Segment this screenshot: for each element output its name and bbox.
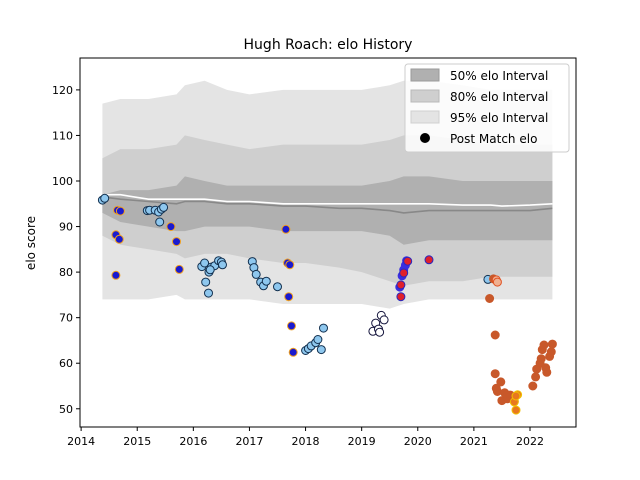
- y-tick-label: 110: [52, 129, 73, 142]
- match-point-series-1: [379, 315, 389, 325]
- match-point-series-5: [539, 340, 549, 350]
- match-point-series-5: [492, 387, 502, 396]
- y-tick-label: 50: [59, 403, 73, 416]
- match-point-series-4: [399, 268, 409, 278]
- x-tick-label: 2020: [404, 435, 432, 448]
- match-point-series-0: [251, 269, 261, 279]
- legend: 50% elo Interval 80% elo Interval 95% el…: [404, 63, 570, 153]
- match-point-series-0: [319, 323, 328, 333]
- legend-label-post-match: Post Match elo: [450, 132, 537, 146]
- match-point-series-5: [485, 294, 495, 303]
- y-tick-label: 90: [59, 221, 73, 234]
- match-point-series-7: [492, 277, 502, 287]
- match-point-series-2: [174, 264, 184, 274]
- match-point-series-1: [375, 327, 385, 337]
- axes: 2014 2015 2016 2017 2018 2019 2020 2021 2022 50 60…: [52, 84, 544, 448]
- match-point-series-5: [496, 377, 506, 387]
- match-point-series-5: [542, 367, 552, 377]
- match-point-series-0: [316, 345, 326, 355]
- match-point-series-4: [396, 292, 406, 302]
- match-point-series-6: [511, 391, 521, 401]
- match-point-series-0: [100, 193, 110, 203]
- match-point-series-0: [155, 217, 165, 227]
- match-point-series-2: [284, 292, 294, 302]
- match-point-series-2: [114, 234, 124, 244]
- legend-label-50: 50% elo Interval: [450, 69, 548, 83]
- match-point-series-0: [273, 282, 282, 292]
- match-point-series-2: [281, 224, 291, 234]
- x-tick-label: 2018: [292, 435, 320, 448]
- match-point-series-0: [218, 260, 227, 270]
- legend-box: [404, 63, 570, 153]
- chart-title: Hugh Roach: elo History: [244, 37, 413, 53]
- y-tick-label: 80: [59, 266, 73, 279]
- match-point-series-5: [546, 347, 556, 357]
- match-point-series-0: [159, 202, 169, 212]
- x-tick-label: 2014: [67, 435, 95, 448]
- match-point-series-0: [204, 288, 213, 298]
- x-tick-label: 2022: [516, 435, 544, 448]
- mean-elo-line: [102, 196, 553, 214]
- legend-label-95: 95% elo Interval: [450, 111, 548, 125]
- match-point-series-5: [547, 339, 557, 349]
- match-point-series-0: [261, 276, 271, 286]
- legend-label-80: 80% elo Interval: [450, 90, 548, 104]
- legend-swatch-95: [410, 110, 440, 124]
- plot-frame: [79, 57, 577, 428]
- legend-swatch-80: [410, 89, 440, 103]
- band-50: [102, 176, 553, 245]
- y-axis-label: elo score: [24, 216, 38, 270]
- match-point-series-0: [201, 277, 211, 287]
- y-tick-label: 60: [59, 357, 73, 370]
- legend-swatch-50: [410, 68, 440, 82]
- x-tick-label: 2019: [348, 435, 376, 448]
- match-point-series-2: [115, 206, 125, 216]
- legend-marker-post-match: [420, 133, 430, 143]
- y-tick-label: 70: [59, 312, 73, 325]
- median-elo-line: [102, 193, 553, 207]
- x-tick-label: 2015: [123, 435, 151, 448]
- x-tick-label: 2016: [179, 435, 207, 448]
- x-tick-label: 2017: [235, 435, 263, 448]
- y-tick-label: 120: [52, 84, 73, 97]
- x-tick-label: 2021: [460, 435, 488, 448]
- y-tick-label: 100: [52, 175, 73, 188]
- match-point-series-0: [205, 265, 215, 275]
- match-point-series-5: [528, 381, 538, 391]
- match-point-series-6: [511, 405, 521, 415]
- match-point-series-5: [490, 369, 500, 379]
- match-point-series-0: [200, 258, 210, 268]
- match-point-series-2: [111, 270, 121, 280]
- match-point-series-2: [288, 347, 298, 357]
- match-point-series-4: [403, 256, 413, 266]
- match-point-series-5: [536, 354, 546, 364]
- match-point-series-2: [166, 222, 176, 232]
- match-point-series-5: [531, 372, 541, 382]
- match-point-series-2: [287, 321, 296, 331]
- match-point-series-4: [424, 255, 434, 265]
- match-point-series-2: [172, 237, 181, 247]
- match-point-series-4: [396, 280, 406, 290]
- match-point-series-2: [285, 260, 295, 270]
- match-point-series-5: [490, 330, 500, 340]
- match-point-series-0: [313, 335, 323, 344]
